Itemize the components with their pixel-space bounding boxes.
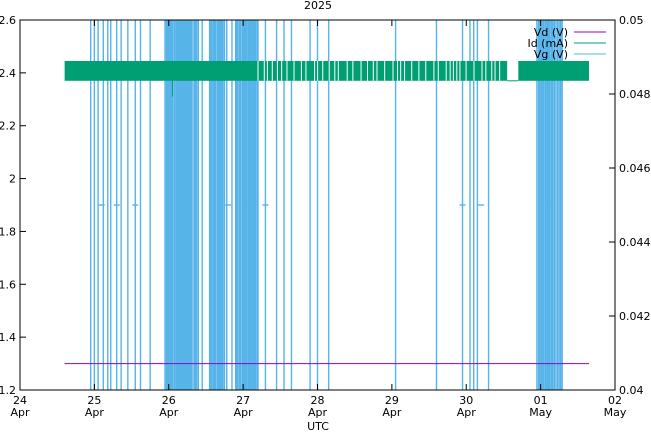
y-left-tick-label: 2.4 — [0, 67, 16, 80]
x-tick-label: 30 — [459, 394, 473, 407]
x-tick-label: 29 — [385, 394, 399, 407]
series-vg — [89, 20, 563, 390]
x-tick-month: Apr — [234, 406, 254, 419]
legend: Vd (V)Id (mA)Vg (V) — [527, 26, 606, 61]
x-tick-month: Apr — [10, 406, 30, 419]
x-tick-month: May — [529, 406, 552, 419]
legend-label: Id (mA) — [527, 37, 568, 50]
chart-title: 2025 — [304, 0, 332, 12]
y-right-tick-label: 0.048 — [619, 88, 651, 101]
x-tick-label: 25 — [87, 394, 101, 407]
id-band — [518, 60, 589, 81]
x-tick-label: 24 — [13, 394, 27, 407]
y-right-tick-label: 0.042 — [619, 310, 651, 323]
plot-area — [19, 19, 616, 391]
vg-dense-block — [176, 20, 192, 390]
x-tick-month: Apr — [308, 406, 328, 419]
x-tick-month: Apr — [382, 406, 402, 419]
y-left-tick-label: 1.2 — [0, 384, 16, 397]
y-axis-left: 1.2 1.4 1.6 1.8 2 2.2 2.4 2.6 — [0, 14, 26, 397]
y-right-tick-label: 0.05 — [619, 14, 644, 27]
x-tick-label: 26 — [162, 394, 176, 407]
legend-label: Vd (V) — [534, 26, 568, 39]
y-left-tick-label: 1.8 — [0, 225, 16, 238]
x-tick-label: 27 — [236, 394, 250, 407]
y-left-tick-label: 2 — [9, 173, 16, 186]
id-band — [64, 60, 508, 81]
legend-label: Vg (V) — [534, 48, 568, 61]
y-left-tick-label: 2.6 — [0, 14, 16, 27]
x-tick-label: 02 — [608, 394, 622, 407]
x-tick-month: May — [604, 406, 627, 419]
x-axis: 24Apr25Apr26Apr27Apr28Apr29Apr30Apr01May… — [10, 20, 627, 419]
x-tick-month: Apr — [85, 406, 105, 419]
x-axis-label: UTC — [307, 420, 329, 432]
y-right-tick-label: 0.04 — [619, 384, 644, 397]
y-left-tick-label: 1.6 — [0, 278, 16, 291]
y-axis-right: 0.04 0.042 0.044 0.046 0.048 0.05 — [609, 14, 651, 397]
x-tick-month: Apr — [159, 406, 179, 419]
y-left-tick-label: 2.2 — [0, 120, 16, 133]
y-right-tick-label: 0.044 — [619, 236, 651, 249]
y-right-tick-label: 0.046 — [619, 162, 651, 175]
x-tick-label: 01 — [534, 394, 548, 407]
y-left-tick-label: 1.4 — [0, 331, 16, 344]
vg-dense-block — [166, 20, 173, 390]
series-id — [64, 60, 589, 97]
x-tick-month: Apr — [457, 406, 477, 419]
x-tick-label: 28 — [311, 394, 325, 407]
